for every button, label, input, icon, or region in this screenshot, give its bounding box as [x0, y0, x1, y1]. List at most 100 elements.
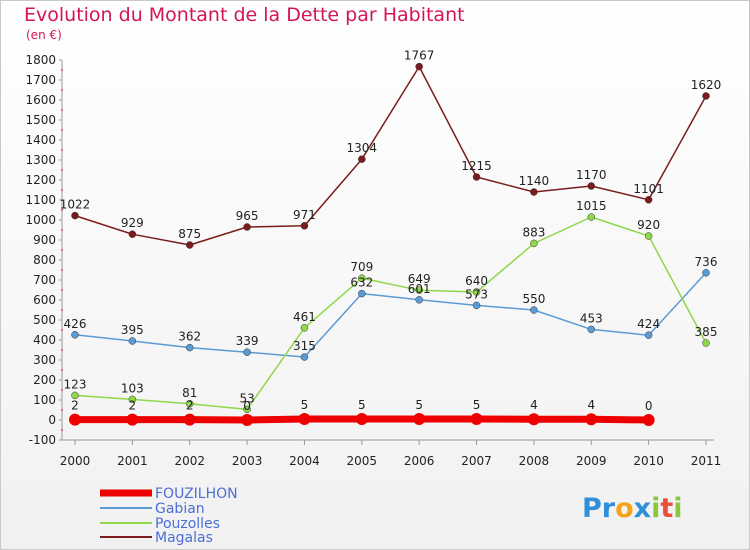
data-point-gabian	[71, 331, 79, 339]
series-line-magalas	[74, 65, 707, 246]
data-label-gabian: 339	[236, 334, 259, 348]
y-tick-label: 1700	[25, 73, 56, 87]
data-label-fouzilhon: 5	[301, 398, 309, 412]
y-tick-label: 1200	[25, 173, 56, 187]
series-line-pouzolles	[74, 216, 707, 411]
data-label-fouzilhon: 2	[129, 399, 137, 413]
y-tick-label: 600	[33, 293, 56, 307]
data-label-pouzolles: 123	[64, 377, 87, 391]
data-label-magalas: 1101	[633, 182, 664, 196]
data-point-pouzolles	[185, 400, 194, 408]
data-point-magalas	[415, 62, 423, 71]
y-minor-tick	[61, 269, 63, 271]
y-minor-tick	[61, 149, 63, 151]
data-point-pouzolles	[71, 391, 79, 400]
y-minor-tick	[61, 189, 63, 191]
data-point-fouzilhon	[527, 413, 540, 426]
y-minor-tick	[61, 329, 63, 331]
y-tick-label: 1000	[25, 213, 56, 227]
y-minor-tick	[61, 129, 63, 131]
data-label-gabian: 453	[580, 311, 603, 325]
y-tick-label: 1800	[25, 53, 56, 67]
chart-subtitle: (en €)	[26, 28, 62, 42]
data-point-fouzilhon	[241, 414, 254, 426]
data-point-fouzilhon	[355, 413, 368, 425]
data-label-fouzilhon: 5	[415, 398, 423, 412]
data-point-fouzilhon	[126, 413, 139, 426]
data-point-magalas	[300, 222, 309, 230]
chart-title: Evolution du Montant de la Dette par Hab…	[24, 4, 465, 26]
data-label-gabian: 424	[637, 317, 660, 331]
data-point-magalas	[587, 182, 596, 190]
legend-label-magalas: Magalas	[155, 530, 213, 546]
proxiti-logo: Proxiti	[582, 493, 683, 524]
y-minor-tick	[61, 209, 63, 211]
data-point-gabian	[644, 331, 653, 339]
data-point-fouzilhon	[585, 413, 598, 426]
legend-label-pouzolles: Pouzolles	[155, 516, 220, 532]
data-label-pouzolles: 640	[465, 274, 488, 288]
data-label-gabian: 632	[350, 276, 373, 290]
y-minor-tick	[61, 369, 63, 371]
data-label-magalas: 1140	[519, 174, 550, 188]
data-label-gabian: 395	[121, 323, 144, 337]
data-label-gabian: 362	[178, 330, 201, 344]
data-label-pouzolles: 53	[239, 391, 254, 405]
data-point-magalas	[530, 188, 538, 196]
x-tick-label: 2004	[289, 454, 320, 468]
data-point-fouzilhon	[642, 414, 655, 426]
data-label-gabian: 736	[695, 255, 718, 269]
data-label-fouzilhon: 2	[186, 399, 194, 413]
svg-text:Proxiti: Proxiti	[582, 493, 683, 524]
y-minor-tick	[61, 349, 63, 351]
x-tick-label: 2008	[519, 454, 550, 468]
data-point-pouzolles	[702, 339, 710, 347]
data-label-pouzolles: 920	[637, 218, 660, 232]
y-minor-tick	[61, 229, 63, 231]
x-tick-label: 2000	[60, 454, 91, 468]
data-label-magalas: 875	[178, 227, 201, 241]
data-label-magalas: 1620	[691, 78, 722, 92]
data-point-gabian	[243, 348, 251, 356]
data-label-fouzilhon: 4	[530, 398, 538, 412]
data-point-fouzilhon	[413, 413, 426, 425]
series-layer	[69, 62, 710, 426]
y-tick-label: 1500	[25, 113, 56, 127]
data-point-gabian	[587, 325, 596, 334]
data-point-pouzolles	[644, 232, 653, 240]
data-label-fouzilhon: 5	[473, 398, 481, 412]
data-label-pouzolles: 1015	[576, 199, 607, 213]
data-point-gabian	[702, 269, 710, 277]
x-tick-label: 2003	[232, 454, 263, 468]
data-label-gabian: 315	[293, 339, 316, 353]
data-point-gabian	[128, 337, 137, 345]
data-point-gabian	[472, 301, 481, 310]
data-point-magalas	[71, 211, 79, 220]
y-minor-tick	[61, 429, 63, 431]
y-minor-tick	[61, 169, 63, 171]
data-point-pouzolles	[300, 324, 309, 332]
data-label-gabian: 550	[522, 292, 545, 306]
data-label-fouzilhon: 4	[587, 398, 595, 412]
data-point-fouzilhon	[470, 413, 483, 425]
data-point-gabian	[358, 289, 366, 298]
data-label-fouzilhon: 2	[71, 399, 79, 413]
y-minor-tick	[61, 389, 63, 391]
data-point-fouzilhon	[298, 413, 311, 425]
y-minor-tick	[61, 409, 63, 411]
x-tick-label: 2009	[576, 454, 607, 468]
data-label-magalas: 929	[121, 216, 144, 230]
data-point-magalas	[185, 241, 194, 249]
data-label-gabian: 601	[408, 282, 431, 296]
y-tick-label: 100	[33, 393, 56, 407]
data-label-pouzolles: 461	[293, 310, 316, 324]
data-label-magalas: 1022	[60, 198, 91, 212]
data-point-magalas	[128, 230, 137, 238]
data-point-magalas	[243, 223, 251, 231]
data-labels: 1022 929 875 965 971 1304 1767 1215 1140 1170 1101…	[60, 49, 722, 413]
data-point-fouzilhon	[69, 413, 81, 426]
data-point-gabian	[530, 306, 538, 314]
y-tick-label: 500	[33, 313, 56, 327]
